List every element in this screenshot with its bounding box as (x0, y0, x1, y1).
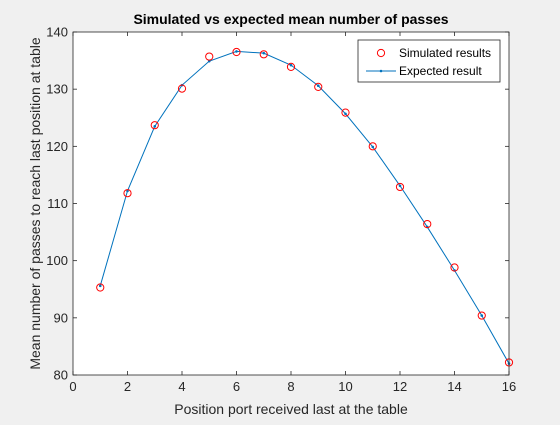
chart-marks (96, 47, 514, 367)
expected-result-point (398, 184, 402, 188)
expected-result-point (98, 284, 102, 288)
y-axis-label: Mean number of passes to reach last posi… (27, 37, 43, 370)
x-tick-label: 16 (502, 379, 516, 394)
y-tick-label: 80 (54, 368, 68, 383)
expected-result-point (289, 63, 293, 67)
x-tick-label: 2 (124, 379, 131, 394)
simulated-result-point (150, 121, 159, 130)
x-tick-label: 14 (447, 379, 461, 394)
simulated-result-point (286, 62, 296, 71)
y-tick-label: 140 (46, 25, 68, 40)
legend-box (357, 39, 501, 83)
plot-area (73, 32, 509, 375)
x-tick-label: 10 (338, 379, 352, 394)
legend: Simulated results Expected result (357, 39, 501, 83)
expected-result-point (235, 50, 238, 53)
legend-label: Expected result (399, 64, 482, 78)
simulated-result-point (259, 50, 268, 59)
x-tick-label: 0 (69, 379, 76, 394)
x-tick-label: 4 (178, 379, 185, 394)
simulated-result-point (395, 182, 405, 192)
simulated-result-point (177, 84, 187, 93)
chart-title: Simulated vs expected mean number of pas… (133, 11, 448, 27)
expected-result-point (262, 51, 266, 55)
expected-result-point (371, 145, 375, 149)
simulated-result-point (232, 47, 241, 57)
simulated-result-point (477, 311, 486, 320)
expected-result-point (126, 189, 129, 193)
simulated-result-point (205, 52, 214, 61)
y-tick-label: 110 (47, 196, 68, 211)
y-tick-label: 130 (46, 82, 68, 97)
x-tick-label: 8 (287, 379, 294, 394)
x-tick-label: 12 (393, 379, 407, 394)
simulated-result-point (450, 263, 459, 272)
simulated-result-point (423, 219, 432, 229)
axes: 0 2 4 6 8 10 12 14 16 80 90 100 110 120 130 140 (46, 25, 516, 395)
expected-result-line (99, 50, 510, 364)
expected-result-point (480, 314, 484, 317)
simulated-result-point (314, 82, 323, 91)
x-tick-label: 6 (233, 379, 240, 394)
expected-result-point (153, 125, 157, 128)
y-tick-label: 90 (54, 310, 68, 325)
expected-result-point (344, 112, 347, 116)
simulated-result-point (96, 283, 105, 292)
x-axis-label: Position port received last at the table (174, 401, 408, 417)
legend-marker-simulated (376, 48, 386, 58)
y-tick-label: 120 (46, 139, 68, 154)
expected-result-point (316, 84, 320, 88)
simulated-result-point (123, 189, 132, 198)
simulated-result-point (368, 142, 377, 151)
legend-label: Simulated results (399, 46, 491, 60)
simulated-result-point (341, 108, 350, 117)
y-tick-label: 100 (46, 253, 68, 268)
legend-marker-expected (379, 69, 383, 73)
